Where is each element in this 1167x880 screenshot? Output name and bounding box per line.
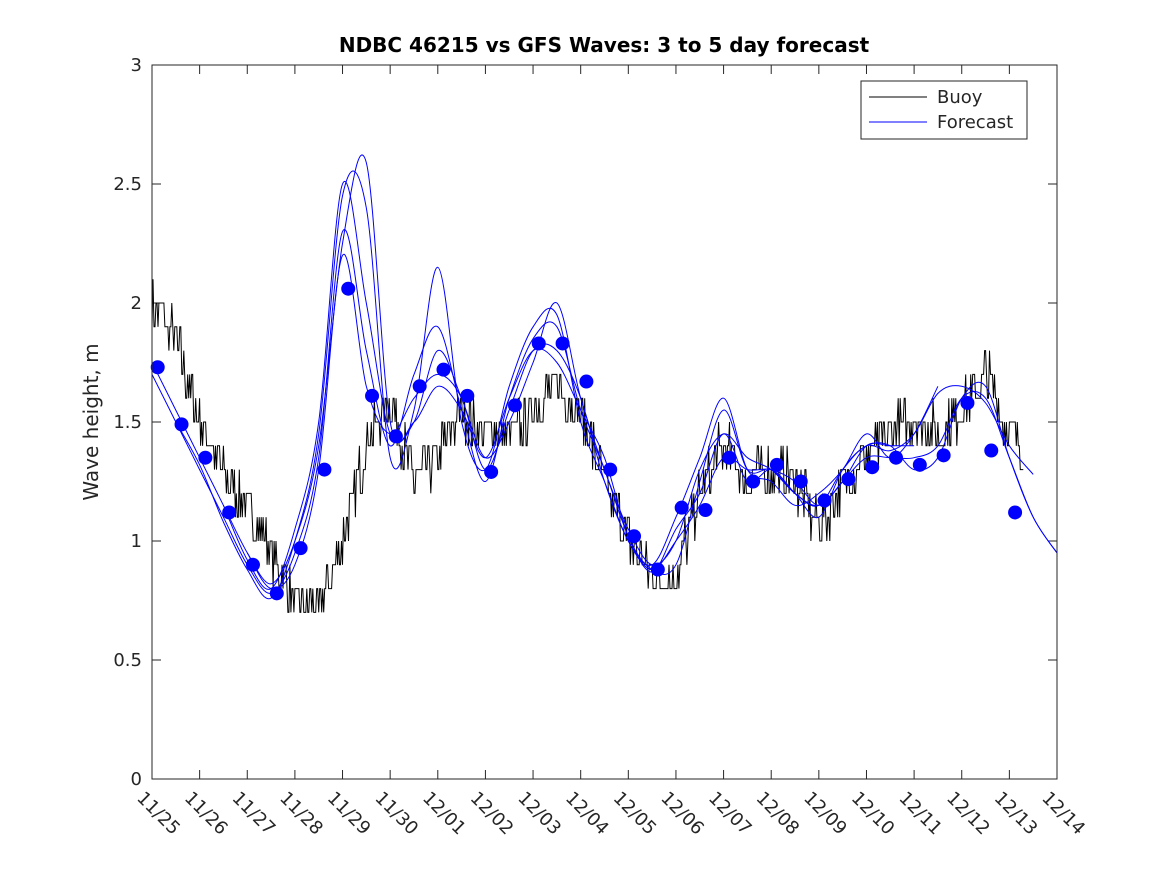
x-tick-label: 12/05 bbox=[609, 788, 661, 840]
y-tick-label: 1 bbox=[131, 531, 142, 552]
forecast-dot bbox=[698, 503, 713, 518]
buoy-series bbox=[151, 279, 1024, 613]
x-tick-label: 12/02 bbox=[466, 788, 518, 840]
y-tick-label: 2.5 bbox=[113, 174, 142, 195]
x-tick-label: 11/30 bbox=[371, 788, 423, 840]
x-tick-label: 12/12 bbox=[942, 788, 994, 840]
forecast-dot bbox=[365, 388, 380, 403]
chart-title: NDBC 46215 vs GFS Waves: 3 to 5 day fore… bbox=[339, 33, 870, 57]
forecast-dot bbox=[388, 429, 403, 444]
forecast-line-5 bbox=[246, 154, 1034, 585]
forecast-dot bbox=[1008, 505, 1023, 520]
forecast-dot bbox=[317, 462, 332, 477]
y-axis-label: Wave height, m bbox=[79, 343, 103, 500]
forecast-dot bbox=[436, 362, 451, 377]
forecast-dot bbox=[936, 448, 951, 463]
forecast-dot bbox=[222, 505, 237, 520]
forecast-dot bbox=[293, 541, 308, 556]
x-tick-label: 11/26 bbox=[180, 788, 232, 840]
forecast-dot bbox=[627, 529, 642, 544]
forecast-dot bbox=[555, 336, 570, 351]
forecast-dot bbox=[460, 388, 475, 403]
legend: Buoy Forecast bbox=[860, 80, 1028, 140]
forecast-dots bbox=[150, 281, 1023, 601]
forecast-dot bbox=[793, 474, 808, 489]
forecast-dot bbox=[722, 450, 737, 465]
x-tick-label: 12/11 bbox=[895, 788, 947, 840]
y-tick-label: 3 bbox=[131, 55, 142, 76]
x-tick-label: 11/25 bbox=[132, 788, 184, 840]
forecast-dot bbox=[650, 562, 665, 577]
forecast-dot bbox=[579, 374, 594, 389]
forecast-line-3 bbox=[175, 170, 939, 600]
y-tick-label: 0 bbox=[131, 769, 142, 790]
buoy-line bbox=[151, 279, 1024, 613]
x-tick-label: 12/10 bbox=[847, 788, 899, 840]
y-tick-label: 1.5 bbox=[113, 412, 142, 433]
forecast-dot bbox=[674, 500, 689, 515]
forecast-dot bbox=[603, 462, 618, 477]
x-tick-label: 11/27 bbox=[228, 788, 280, 840]
forecast-dot bbox=[960, 395, 975, 410]
y-tick-label: 0.5 bbox=[113, 650, 142, 671]
forecast-dot bbox=[746, 474, 761, 489]
forecast-dot bbox=[484, 464, 499, 479]
forecast-dot bbox=[245, 557, 260, 572]
forecast-dot bbox=[174, 417, 189, 432]
forecast-dot bbox=[817, 493, 832, 508]
x-tick-labels: 11/2511/2611/2711/2811/2911/3012/0112/02… bbox=[132, 788, 1089, 840]
forecast-dot bbox=[889, 450, 904, 465]
x-tick-label: 12/01 bbox=[418, 788, 470, 840]
x-tick-label: 12/04 bbox=[561, 788, 613, 840]
forecast-dot bbox=[269, 586, 284, 601]
forecast-dot bbox=[531, 336, 546, 351]
forecast-dot bbox=[912, 457, 927, 472]
y-tick-labels: 0 0.5 1 1.5 2 2.5 3 bbox=[113, 55, 142, 790]
x-tick-label: 12/14 bbox=[1037, 788, 1089, 840]
x-tick-label: 12/09 bbox=[799, 788, 851, 840]
legend-forecast-label: Forecast bbox=[937, 112, 1013, 133]
x-tick-label: 12/08 bbox=[752, 788, 804, 840]
x-tick-label: 11/29 bbox=[323, 788, 375, 840]
forecast-dot bbox=[865, 460, 880, 475]
forecast-dot bbox=[412, 379, 427, 394]
x-tick-label: 11/28 bbox=[275, 788, 327, 840]
plot-frame bbox=[151, 64, 1058, 780]
forecast-dot bbox=[984, 443, 999, 458]
legend-buoy-label: Buoy bbox=[937, 87, 983, 108]
x-tick-label: 12/07 bbox=[704, 788, 756, 840]
x-tick-label: 12/06 bbox=[656, 788, 708, 840]
legend-box bbox=[860, 80, 1028, 140]
forecast-dot bbox=[150, 360, 165, 375]
x-tick-label: 12/13 bbox=[990, 788, 1042, 840]
x-tick-label: 12/03 bbox=[514, 788, 566, 840]
forecast-dot bbox=[198, 450, 213, 465]
forecast-dot bbox=[507, 398, 522, 413]
forecast-dot bbox=[769, 457, 784, 472]
y-tick-label: 2 bbox=[131, 293, 142, 314]
forecast-dot bbox=[341, 281, 356, 296]
forecast-dot bbox=[841, 472, 856, 487]
